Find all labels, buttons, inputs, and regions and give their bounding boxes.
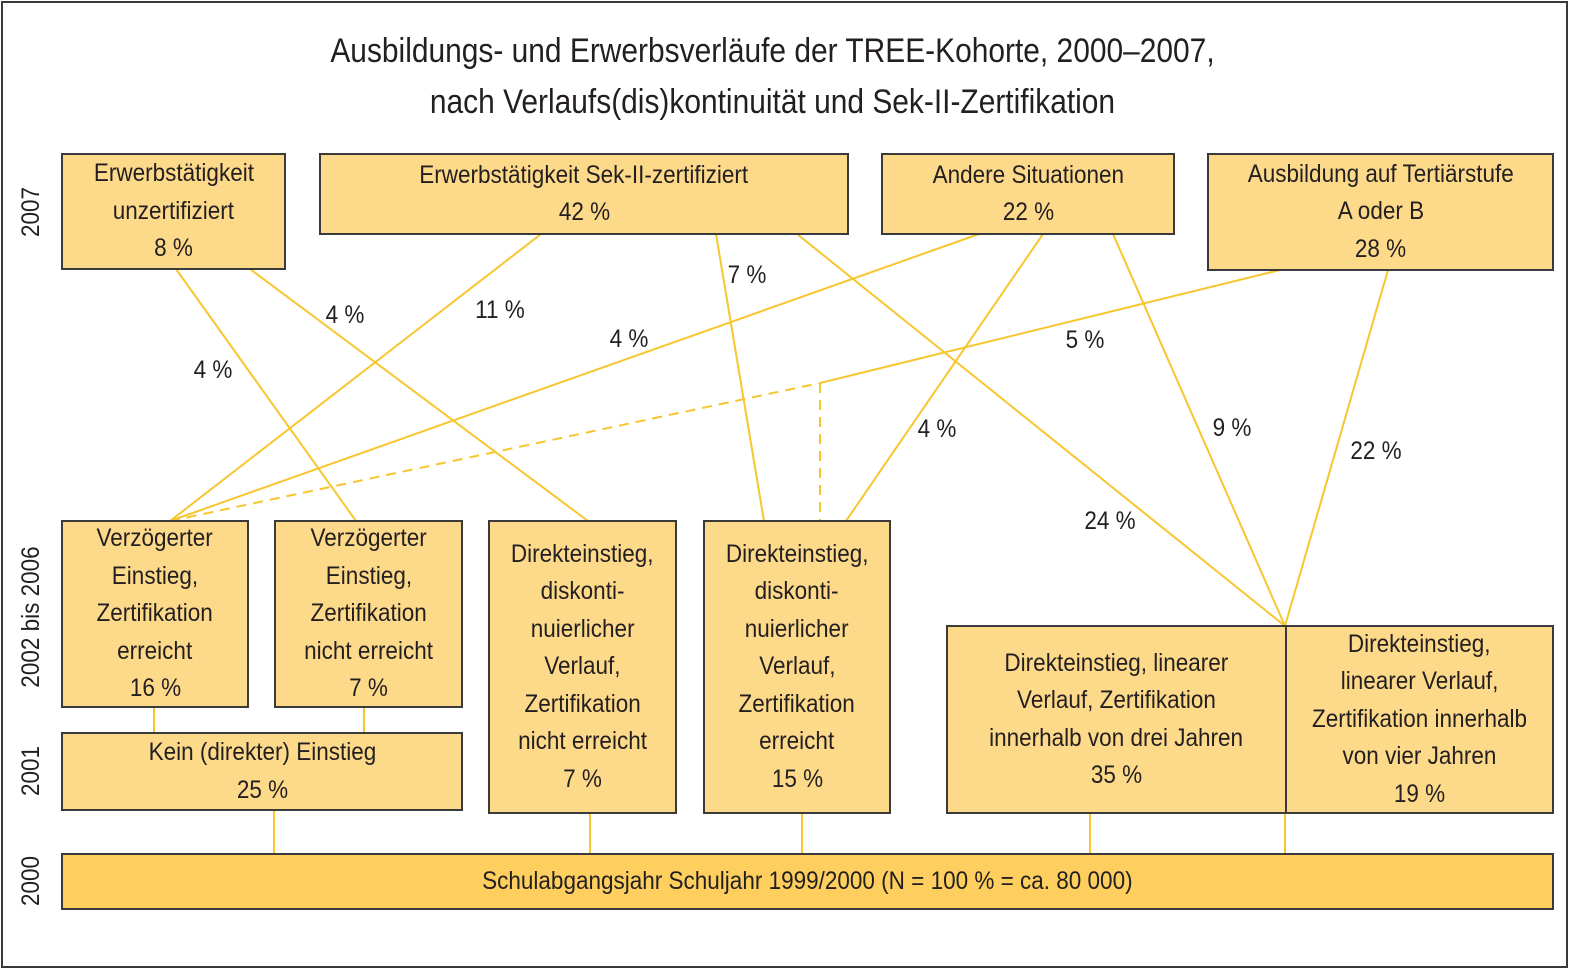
box-label-line: Einstieg,: [325, 561, 412, 590]
box-label-line: Zertifikation: [310, 599, 427, 628]
box-direkt-linear-vier-jahre: Direkteinstieg, linearer Verlauf, Zertif…: [1285, 625, 1554, 814]
flow-line-verz-nicht-erwerb-unzert: [175, 268, 357, 522]
box-label-line: Zertifikation: [96, 599, 214, 628]
box-direkt-diskontinuierlich-erreicht: Direkteinstieg, diskonti- nuierlicher Ve…: [703, 520, 891, 814]
flow-line-linear-tertiaer: [1284, 269, 1389, 627]
flow-line-verz-zert-andere: [169, 233, 980, 522]
box-kein-direkter-einstieg: Kein (direkter) Einstieg 25 %: [61, 732, 463, 811]
box-erwerbstaetigkeit-unzertifiziert: Erwerbstätigkeit unzertifiziert 8 %: [61, 153, 286, 270]
box-value: 16 %: [129, 674, 181, 703]
box-schulabgangsjahr: Schulabgangsjahr Schuljahr 1999/2000 (N …: [61, 853, 1554, 910]
box-label-line: unzertifiziert: [112, 196, 235, 225]
title-line-1: Ausbildungs- und Erwerbsverläufe der TRE…: [330, 32, 1215, 70]
box-label-line: von vier Jahren: [1342, 742, 1497, 771]
year-label-2002-2006: 2002 bis 2006: [17, 546, 45, 688]
box-value: 25 %: [236, 775, 288, 804]
box-label-line: nuierlicher: [745, 614, 849, 643]
box-label-line: Direkteinstieg, linearer: [1004, 648, 1229, 677]
box-label-line: Erwerbstätigkeit: [93, 159, 254, 188]
box-label-line: Zertifikation innerhalb: [1311, 704, 1528, 733]
box-direkt-linear-drei-jahre: Direkteinstieg, linearer Verlauf, Zertif…: [946, 625, 1287, 814]
box-label-line: A oder B: [1337, 197, 1424, 226]
box-value: 19 %: [1393, 779, 1446, 808]
flow-line-disk-nicht-erwerb-unzert: [249, 268, 589, 522]
box-value: 7 %: [349, 674, 388, 703]
flow-line-verz-zert-erwerb-zert: [169, 233, 542, 522]
year-label-2001: 2001: [17, 745, 45, 797]
box-erwerbstaetigkeit-zertifiziert: Erwerbstätigkeit Sek-II-zertifiziert 42 …: [319, 153, 849, 235]
box-label-line: Erwerbstätigkeit Sek-II-zertifiziert: [419, 160, 749, 189]
year-label-2000: 2000: [17, 855, 45, 907]
box-value: 7 %: [563, 764, 602, 793]
box-verzoegert-zertifikation-nicht-erreicht: Verzögerter Einstieg, Zertifikation nich…: [274, 520, 463, 708]
flow-label: 7 %: [727, 261, 767, 289]
box-label-line: Zertifikation: [524, 689, 641, 718]
box-label-line: Verzögerter: [310, 524, 427, 553]
box-label-line: Ausbildung auf Tertiärstufe: [1247, 159, 1514, 188]
box-value: 28 %: [1354, 234, 1407, 263]
flow-label: 24 %: [1084, 507, 1136, 535]
box-label-line: Schulabgangsjahr Schuljahr 1999/2000 (N …: [482, 866, 1133, 895]
box-label-line: innerhalb von drei Jahren: [989, 723, 1244, 752]
box-label-line: diskonti-: [540, 577, 625, 606]
box-value: 15 %: [771, 764, 823, 793]
flow-label: 4 %: [917, 415, 957, 443]
flow-label: 4 %: [325, 301, 365, 329]
box-label-line: erreicht: [117, 636, 193, 665]
flow-label: 4 %: [193, 356, 233, 384]
box-verzoegert-zertifikation-erreicht: Verzögerter Einstieg, Zertifikation erre…: [61, 520, 249, 708]
box-label-line: Andere Situationen: [932, 160, 1124, 189]
flow-line-merge-tertiaer: [819, 269, 1281, 384]
box-label-line: Verlauf,: [758, 652, 836, 681]
box-andere-situationen: Andere Situationen 22 %: [881, 153, 1175, 235]
box-label-line: erreicht: [759, 727, 835, 756]
box-label-line: Einstieg,: [111, 561, 199, 590]
year-label-2007: 2007: [17, 186, 45, 238]
flow-line-disk-zert-erwerb-zert: [715, 233, 765, 522]
box-label-line: Verlauf, Zertifikation: [1017, 686, 1216, 714]
box-value: 42 %: [558, 198, 610, 226]
box-label-line: nicht erreicht: [518, 727, 647, 756]
flow-label: 5 %: [1065, 326, 1105, 354]
box-label-line: nuierlicher: [530, 614, 635, 643]
box-label-line: Verlauf,: [544, 652, 621, 681]
box-label-line: Kein (direkter) Einstieg: [148, 738, 376, 766]
box-label-line: Direkteinstieg,: [725, 539, 869, 568]
box-value: 8 %: [154, 234, 193, 263]
box-label-line: Zertifikation: [738, 689, 856, 718]
box-value: 22 %: [1002, 198, 1054, 226]
box-direkt-diskontinuierlich-nicht-erreicht: Direkteinstieg, diskonti- nuierlicher Ve…: [488, 520, 677, 814]
box-value: 35 %: [1090, 761, 1143, 789]
box-tertiaerstufe: Ausbildung auf Tertiärstufe A oder B 28 …: [1207, 153, 1554, 271]
flow-label: 4 %: [609, 325, 649, 353]
box-label-line: diskonti-: [755, 577, 839, 606]
box-label-line: nicht erreicht: [304, 636, 433, 665]
box-label-line: Direkteinstieg,: [1348, 629, 1491, 658]
title-line-2: nach Verlaufs(dis)kontinuität und Sek-II…: [429, 83, 1116, 121]
flow-line-linear-andere: [1112, 233, 1286, 627]
flow-line-disk-zert-andere: [845, 233, 1044, 522]
diagram-title: Ausbildungs- und Erwerbsverläufe der TRE…: [93, 26, 1453, 128]
box-label-line: Verzögerter: [96, 524, 214, 553]
box-label-line: Direkteinstieg,: [511, 539, 654, 568]
flow-label: 9 %: [1212, 414, 1252, 442]
box-label-line: linearer Verlauf,: [1340, 667, 1499, 696]
flow-label: 22 %: [1350, 437, 1402, 465]
flow-label: 11 %: [475, 296, 525, 324]
flow-line-dashed-verz-zert: [169, 382, 821, 522]
flow-line-linear-erwerb-zert: [796, 233, 1286, 627]
